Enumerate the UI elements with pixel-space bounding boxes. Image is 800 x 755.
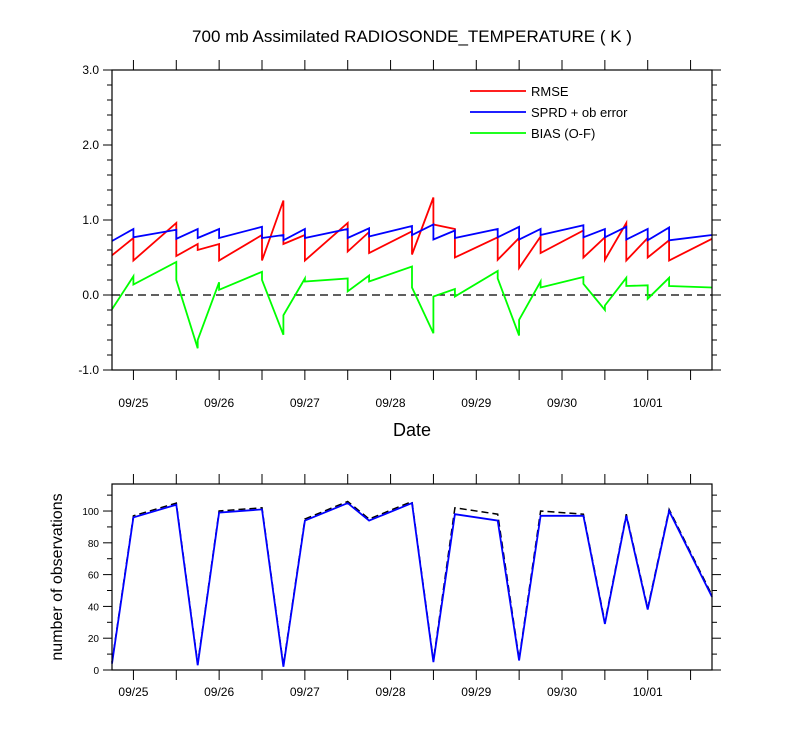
x-tick-label: 09/27	[290, 396, 320, 410]
x-tick-label: 10/01	[633, 396, 663, 410]
x-tick-label: 09/26	[204, 396, 234, 410]
x-tick-label: 09/28	[376, 685, 406, 699]
x-tick-label: 09/29	[461, 396, 491, 410]
y-tick-label: -1.0	[78, 363, 99, 377]
y-tick-label: 1.0	[82, 213, 99, 227]
series-line-1	[111, 501, 713, 667]
x-tick-label: 09/29	[461, 685, 491, 699]
x-tick-label: 09/27	[290, 685, 320, 699]
observations-plot: 0 20 40 60 80 100 09/25 09/26 09/27 09/28 09/29 09/…	[82, 474, 721, 699]
y-tick-label: 20	[88, 634, 100, 645]
x-tick-label: 09/26	[204, 685, 234, 699]
x-tick-label: 10/01	[633, 685, 663, 699]
y-tick-label: 3.0	[82, 63, 99, 77]
y-tick-label: 0.0	[82, 288, 99, 302]
series-line-0	[111, 197, 713, 271]
series-line-2	[111, 260, 713, 349]
y-tick-label: 100	[82, 507, 99, 518]
y-tick-label: 0	[93, 666, 99, 677]
legend-label-0: RMSE	[531, 84, 569, 99]
y-axis-label: number of observations	[49, 493, 66, 660]
legend-label-2: BIAS (O-F)	[531, 126, 595, 141]
y-tick-label: 80	[88, 539, 100, 550]
x-axis-label: Date	[393, 420, 431, 440]
chart-title: 700 mb Assimilated RADIOSONDE_TEMPERATUR…	[192, 27, 632, 46]
y-tick-label: 40	[88, 602, 100, 613]
series-line-1	[111, 223, 713, 242]
x-tick-label: 09/25	[118, 396, 148, 410]
x-tick-label: 09/30	[547, 396, 577, 410]
plot-frame	[111, 69, 713, 371]
x-tick-label: 09/28	[376, 396, 406, 410]
y-tick-label: 2.0	[82, 138, 99, 152]
x-tick-label: 09/30	[547, 685, 577, 699]
x-tick-label: 09/25	[118, 685, 148, 699]
rmse-plot: -1.0 0.0 1.0 2.0 3.0 09/25 09/26 09/27 09/28 09/2…	[78, 60, 721, 410]
y-tick-label: 60	[88, 571, 100, 582]
legend-label-1: SPRD + ob error	[531, 105, 628, 120]
plot-frame	[111, 483, 713, 671]
